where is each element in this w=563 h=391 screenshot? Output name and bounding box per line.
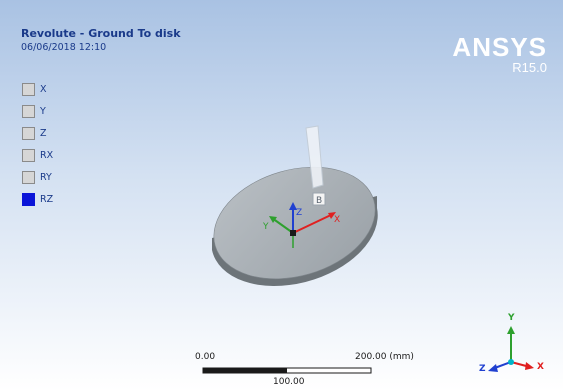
brand-version: R15.0 — [512, 60, 547, 75]
scale-bar-mid-label: 100.00 — [273, 377, 305, 387]
triad-y-label: Y — [508, 313, 515, 323]
ansys-logo: ANSYS R15.0 — [452, 34, 547, 75]
dof-item-ry[interactable]: RY — [22, 166, 53, 188]
disk-top-face — [213, 166, 376, 280]
view-triad[interactable] — [488, 326, 534, 372]
dof-label: RY — [40, 171, 52, 183]
joint-z-label: Z — [296, 208, 302, 218]
dof-checkbox[interactable] — [22, 148, 35, 162]
brand-name: ANSYS — [452, 32, 547, 62]
joint-coordinate-system: Z X Y — [262, 202, 340, 248]
triad-z-label: Z — [479, 364, 486, 374]
dof-label: X — [40, 83, 47, 95]
joint-title: Revolute - Ground To disk — [21, 27, 181, 40]
scale-bar-min-label: 0.00 — [195, 352, 216, 362]
joint-x-label: X — [334, 215, 340, 225]
dof-item-y[interactable]: Y — [22, 100, 53, 122]
scale-bar — [202, 367, 372, 374]
dof-checkbox[interactable] — [22, 104, 35, 118]
dof-checkbox[interactable] — [22, 170, 35, 184]
joint-label: B — [316, 196, 322, 206]
dof-label: Z — [40, 127, 47, 139]
scale-bar-max-label: 200.00 (mm) — [355, 352, 414, 362]
dof-checkbox[interactable] — [22, 82, 35, 96]
timestamp: 06/06/2018 12:10 — [21, 42, 107, 53]
dof-item-x[interactable]: X — [22, 78, 53, 100]
joint-x-axis — [292, 213, 334, 234]
reference-body — [305, 125, 324, 189]
dof-item-rz[interactable]: RZ — [22, 188, 53, 210]
joint-y-label: Y — [262, 222, 269, 232]
dof-item-rx[interactable]: RX — [22, 144, 53, 166]
dof-item-z[interactable]: Z — [22, 122, 53, 144]
joint-marker[interactable] — [312, 192, 326, 206]
dof-label: RX — [40, 149, 54, 161]
disk-body[interactable] — [201, 149, 389, 296]
dof-checkbox[interactable] — [22, 126, 35, 140]
dof-checkbox-active[interactable] — [22, 192, 35, 206]
dof-label: RZ — [40, 193, 54, 205]
dof-label: Y — [40, 105, 46, 117]
triad-x-label: X — [537, 362, 544, 372]
dof-legend: X Y Z RX RY RZ — [22, 78, 53, 210]
joint-y-axis — [271, 217, 294, 234]
